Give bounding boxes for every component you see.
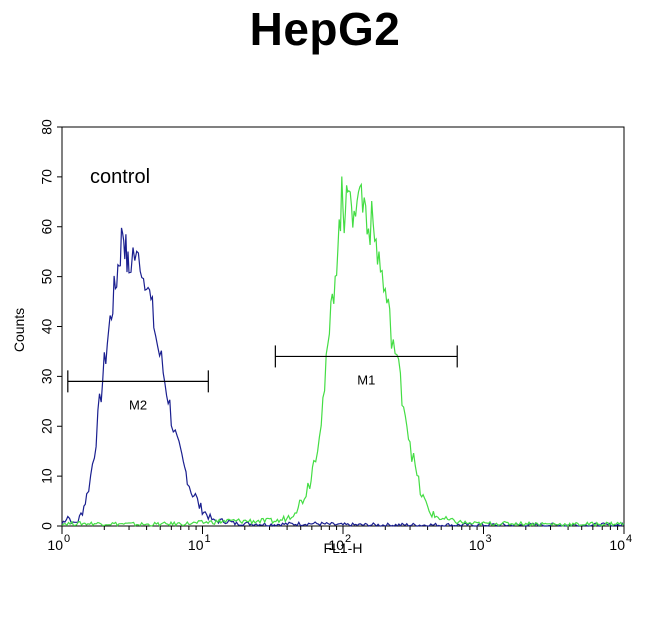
x-tick-exponent: 4: [626, 533, 632, 545]
x-tick-label: 10 4: [609, 533, 632, 553]
series-layer: [61, 176, 625, 528]
y-axis-label: Counts: [11, 308, 27, 352]
x-tick-exponent: 3: [486, 533, 492, 545]
x-tick-base: 10: [47, 537, 63, 553]
x-tick-base: 10: [328, 537, 344, 553]
y-tick-label: 80: [39, 119, 55, 135]
x-tick-label: 10 3: [469, 533, 492, 553]
gate-m1: M1: [274, 345, 458, 387]
x-tick-exponent: 2: [345, 533, 351, 545]
x-tick-label: 10 2: [328, 533, 351, 553]
x-tick-exponent: 1: [205, 533, 211, 545]
control-annotation: control: [90, 166, 150, 188]
x-axis: 10 0 10 1 10 2 10 3 10 4: [47, 526, 632, 553]
x-tick-label: 10 1: [188, 533, 211, 553]
gate-m2: M2: [67, 370, 209, 412]
y-tick-label: 20: [39, 418, 55, 434]
series-1-line: [61, 227, 625, 527]
y-tick-label: 70: [39, 169, 55, 185]
x-tick-label: 10 0: [47, 533, 70, 553]
x-tick-base: 10: [469, 537, 485, 553]
x-tick-base: 10: [609, 537, 625, 553]
x-axis-label: FL1-H: [324, 540, 363, 556]
y-tick-label: 60: [39, 219, 55, 235]
y-tick-label: 10: [39, 468, 55, 484]
y-tick-label: 0: [39, 522, 55, 530]
gate-label: M1: [357, 372, 375, 387]
x-tick-base: 10: [188, 537, 204, 553]
chart-title: HepG2: [249, 3, 401, 55]
x-tick-exponent: 0: [64, 533, 70, 545]
gate-label: M2: [129, 397, 147, 412]
series-2-line: [61, 176, 625, 528]
y-tick-label: 30: [39, 368, 55, 384]
y-tick-label: 40: [39, 319, 55, 335]
y-tick-label: 50: [39, 269, 55, 285]
gate-layer: M2 M1: [67, 345, 458, 412]
y-axis: 0 10 20 30 40 50 60 70 80: [39, 119, 62, 530]
